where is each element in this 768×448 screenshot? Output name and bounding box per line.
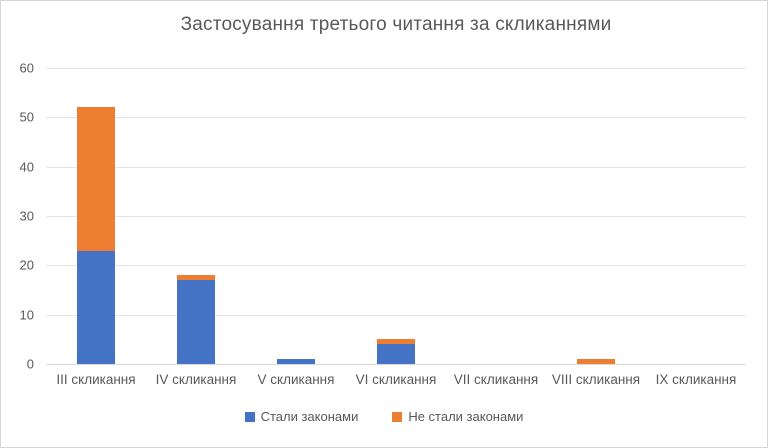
- stacked-bar: [577, 359, 615, 364]
- gridline-0: [46, 364, 746, 365]
- x-axis-label: VII скликання: [453, 372, 539, 387]
- x-axis-label: V скликання: [257, 372, 335, 387]
- x-axis-label: IV скликання: [155, 372, 237, 387]
- bar-segment: [177, 280, 215, 364]
- gridline-60: [46, 68, 746, 69]
- bar-segment: [77, 250, 115, 364]
- stacked-bar: [277, 359, 315, 364]
- y-tick-label-0: 0: [26, 356, 34, 372]
- stacked-bar: [377, 339, 415, 364]
- gridline-50: [46, 117, 746, 119]
- bar-segment: [177, 275, 215, 281]
- x-axis-label: ІІІ скликання: [56, 372, 136, 387]
- legend-marker-icon: [392, 411, 403, 422]
- gridline-20: [46, 265, 746, 267]
- legend-marker-icon: [244, 411, 255, 422]
- legend-item: Не стали законами: [392, 409, 523, 424]
- bar-segment: [577, 359, 615, 364]
- x-axis-labels: ІІІ скликання IV скликання V скликання VI с…: [46, 372, 746, 387]
- bar-segment: [377, 339, 415, 345]
- gridline-10: [46, 314, 746, 316]
- category-slot: [46, 68, 146, 364]
- stacked-bar: [177, 275, 215, 364]
- x-axis-label: VIII скликання: [551, 372, 641, 387]
- plot-area: 0 10 20 30 40 50 60: [20, 61, 746, 372]
- legend: Стали законами Не стали законами: [1, 409, 767, 424]
- stacked-bar: [77, 107, 115, 364]
- legend-item: Стали законами: [244, 409, 359, 424]
- gridline-40: [46, 166, 746, 168]
- category-slot: [446, 68, 546, 364]
- bar-segment: [77, 107, 115, 251]
- x-axis-label: VI скликання: [355, 372, 437, 387]
- bar-segment: [277, 359, 315, 364]
- category-slot: [646, 68, 746, 364]
- category-slot: [146, 68, 246, 364]
- chart-title: Застосування третього читання за скликан…: [180, 14, 612, 35]
- y-tick-label-50: 50: [19, 109, 34, 125]
- bars-layer: [46, 68, 746, 364]
- category-slot: [246, 68, 346, 364]
- legend-label: Стали законами: [260, 409, 359, 424]
- category-slot: [546, 68, 646, 364]
- bar-segment: [377, 344, 415, 364]
- y-tick-label-10: 10: [19, 307, 34, 323]
- y-tick-label-20: 20: [19, 257, 34, 273]
- y-tick-label-60: 60: [19, 60, 34, 76]
- gridline-30: [46, 216, 746, 217]
- y-tick-label-30: 30: [19, 208, 34, 224]
- x-axis-label: IX скликання: [655, 372, 737, 387]
- category-slot: [346, 68, 446, 364]
- y-tick-label-40: 40: [19, 159, 34, 175]
- legend-label: Не стали законами: [408, 409, 524, 424]
